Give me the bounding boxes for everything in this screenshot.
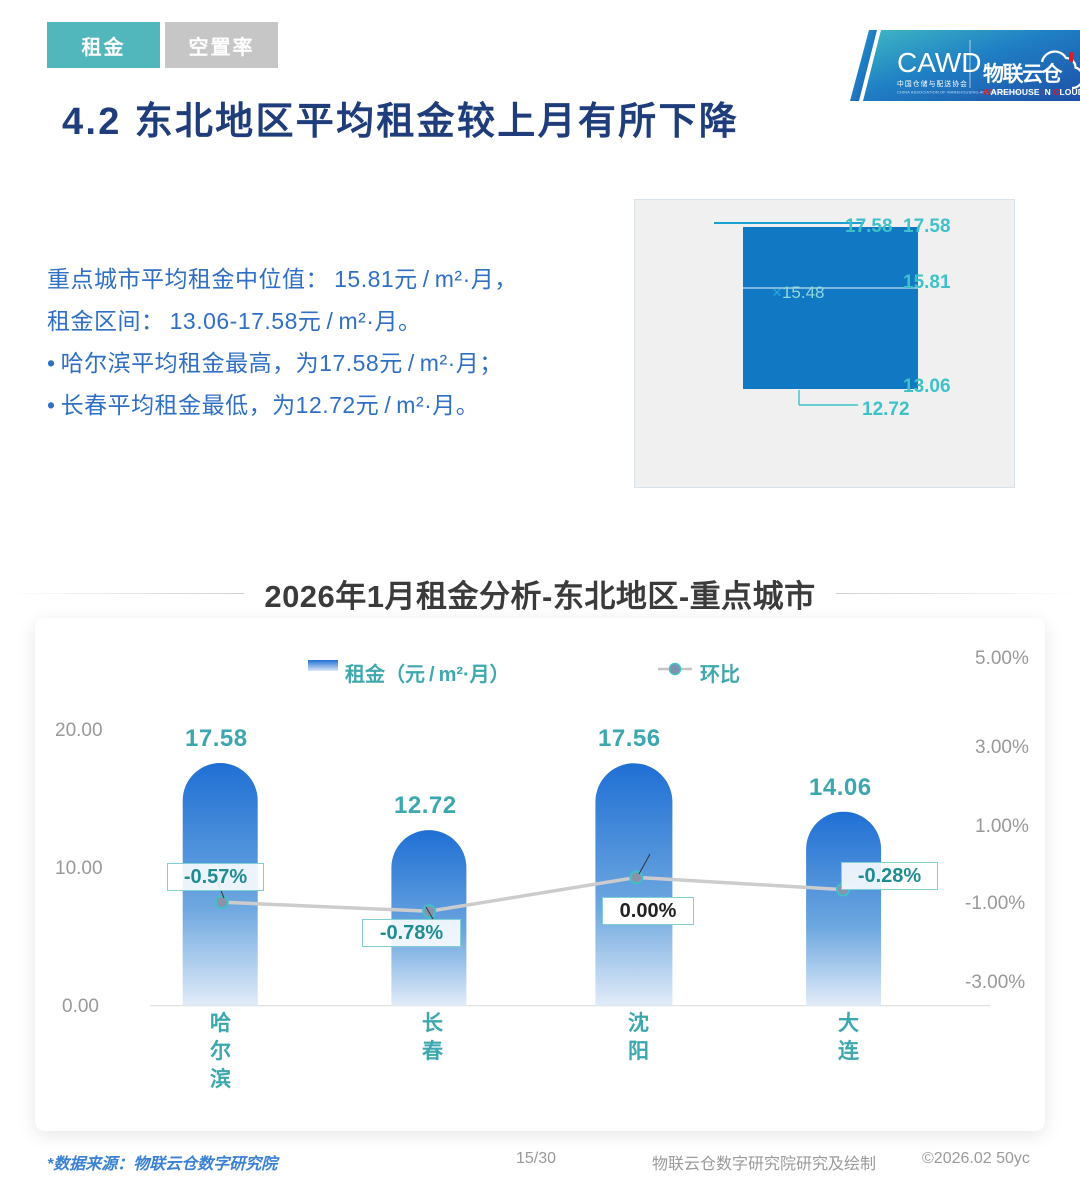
svg-text:×15.48: ×15.48 bbox=[772, 283, 824, 302]
svg-text:WAREHOUSE IN CLOUD: WAREHOUSE IN CLOUD bbox=[983, 87, 1080, 97]
svg-text:物联云仓: 物联云仓 bbox=[983, 62, 1063, 86]
svg-text:中国仓储与配送协会: 中国仓储与配送协会 bbox=[897, 79, 968, 88]
svg-text:CAWD: CAWD bbox=[897, 47, 982, 78]
